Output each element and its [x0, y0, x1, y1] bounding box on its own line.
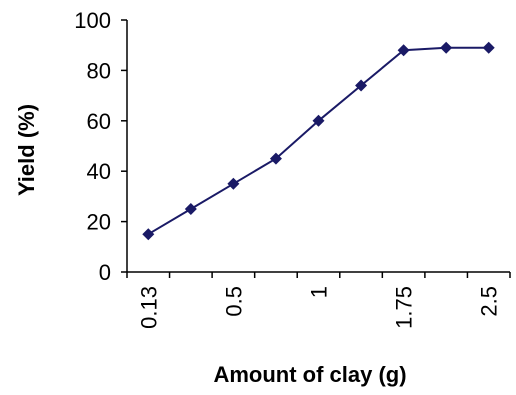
- axes: [126, 20, 510, 273]
- data-point: [142, 228, 155, 241]
- series-line: [147, 46, 489, 236]
- data-point: [269, 152, 282, 165]
- y-tick-label: 100: [74, 8, 111, 33]
- data-point: [227, 177, 240, 190]
- y-tick-label: 0: [99, 260, 111, 285]
- data-point: [355, 79, 368, 92]
- y-axis-title: Yield (%): [14, 104, 39, 196]
- y-tick-label: 80: [87, 58, 111, 83]
- data-point: [440, 41, 453, 54]
- x-tick-label: 0.13: [136, 286, 161, 329]
- data-point: [397, 44, 410, 57]
- y-tick-label: 40: [87, 159, 111, 184]
- axis-labels: 0 20 40 60 80 100 0.13 0.5 1 1.75 2.5: [74, 8, 501, 329]
- y-tick-label: 60: [87, 109, 111, 134]
- axis-ticks: [121, 19, 511, 278]
- x-axis-title: Amount of clay (g): [213, 362, 406, 387]
- x-tick-label: 2.5: [477, 286, 502, 317]
- x-tick-label: 1.75: [392, 286, 417, 329]
- y-tick-label: 20: [87, 210, 111, 235]
- series-layer: [142, 41, 495, 241]
- data-point: [312, 114, 325, 127]
- x-tick-label: 1: [307, 286, 332, 298]
- data-point: [482, 41, 495, 54]
- x-tick-label: 0.5: [221, 286, 246, 317]
- data-point: [184, 203, 197, 215]
